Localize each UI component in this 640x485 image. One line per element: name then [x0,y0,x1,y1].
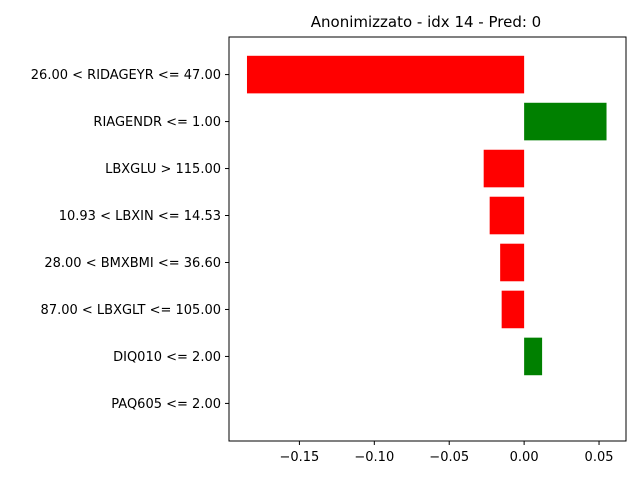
x-tick-label: −0.15 [279,450,319,465]
y-tick-label: RIAGENDR <= 1.00 [93,115,221,130]
bar [524,337,543,376]
x-tick-label: −0.10 [354,450,394,465]
y-tick-label: 87.00 < LBXGLT <= 105.00 [41,303,221,318]
y-tick-label: LBXGLU > 115.00 [105,162,221,177]
x-tick-label: −0.05 [429,450,469,465]
bars-layer [246,55,607,376]
bar [489,196,525,235]
y-tick-label: 10.93 < LBXIN <= 14.53 [59,209,221,224]
x-tick-label: 0.00 [510,450,539,465]
x-tick-label: 0.05 [585,450,614,465]
bar [246,55,525,94]
plot-frame [228,36,627,442]
bar [501,290,525,329]
y-tick-label: PAQ605 <= 2.00 [111,397,221,412]
y-tick-label: DIQ010 <= 2.00 [113,350,221,365]
y-tick-label: 26.00 < RIDAGEYR <= 47.00 [31,68,221,83]
axes-layer: 26.00 < RIDAGEYR <= 47.00 RIAGENDR <= 1.0… [31,36,627,465]
bar [500,243,525,282]
bar [524,102,607,141]
bar [483,149,525,188]
y-tick-label: 28.00 < BMXBMI <= 36.60 [44,256,221,271]
chart-title: Anonimizzato - idx 14 - Pred: 0 [311,13,541,31]
